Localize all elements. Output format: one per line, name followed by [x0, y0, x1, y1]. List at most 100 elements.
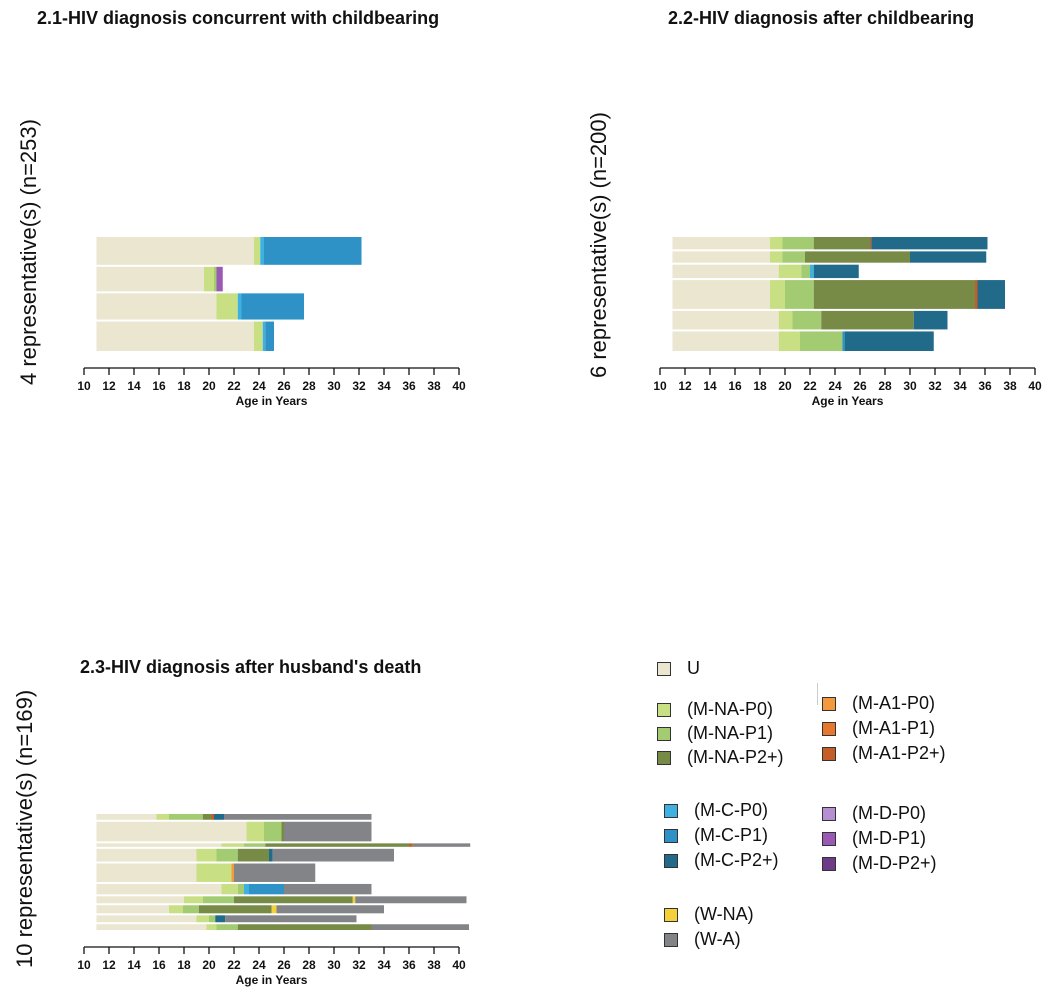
bar-segment-m-na-p0 [778, 264, 802, 279]
bar-segment-m-na-p2+ [821, 310, 914, 330]
bar-segment-m-na-p0 [254, 321, 263, 351]
bar-segment-w-a [284, 821, 372, 842]
x-tick-label: 40 [452, 958, 466, 972]
x-tick-label: 28 [302, 379, 316, 393]
bar-segment-m-c-p2+ [215, 915, 226, 923]
bar-segment-u [96, 821, 247, 842]
legend-item-m-a1-p1: (M-A1-P1) [822, 718, 935, 739]
legend-item-m-na-p1: (M-NA-P1) [657, 723, 773, 744]
bar-segment-m-na-p2+ [237, 924, 372, 930]
legend-label: (M-C-P0) [694, 800, 768, 820]
bar-segment-u [96, 883, 222, 895]
bar-segment-m-na-p0 [156, 814, 169, 820]
legend-item-m-c-p1: (M-C-P1) [664, 825, 768, 846]
bar-segment-m-c-p2+ [214, 814, 224, 820]
legend-item-m-c-p0: (M-C-P0) [664, 800, 768, 821]
x-axis: 10 12 14 16 18 20 22 24 26 28 30 32 34 36 38 40 Age in Y… [77, 367, 466, 408]
sequence-row [672, 280, 1005, 309]
bar-segment-u [96, 915, 197, 923]
bar-segment-m-a1-p2+ [975, 280, 978, 309]
bar-segment-m-na-p1 [209, 915, 216, 923]
x-tick-label: 16 [152, 958, 166, 972]
bar-segment-u [96, 905, 169, 914]
legend-label: (W-NA) [694, 904, 754, 924]
x-tick-label: 24 [828, 379, 842, 393]
bar-segment-m-c-p0 [260, 237, 264, 265]
x-tick-label: 36 [978, 379, 992, 393]
x-tick-label: 38 [1003, 379, 1017, 393]
bar-segment-m-na-p1 [792, 310, 822, 330]
bar-segment-m-c-p2+ [813, 264, 859, 279]
bar-segment-m-c-p2+ [910, 251, 987, 263]
bar-segment-m-na-p2+ [281, 821, 284, 842]
sequence-row [96, 293, 304, 320]
sequence-row [96, 237, 362, 265]
bar-segment-m-a1-p2+ [870, 237, 872, 250]
legend-item-w-na: (W-NA) [664, 904, 754, 925]
x-tick-label: 28 [302, 958, 316, 972]
x-tick-label: 22 [227, 379, 241, 393]
legend-swatch [657, 726, 671, 741]
x-tick-label: 10 [77, 958, 91, 972]
legend-swatch [664, 853, 678, 868]
x-tick-label: 16 [728, 379, 742, 393]
sequence-row [96, 843, 471, 847]
x-tick-label: 40 [1028, 379, 1042, 393]
sequence-row [672, 237, 988, 250]
legend-label: (M-A1-P0) [852, 693, 936, 713]
bar-segment-m-na-p2+ [202, 814, 212, 820]
bar-segment-u [672, 331, 779, 351]
bar-segment-w-a [412, 843, 471, 847]
bar-segment-m-c-p0 [810, 264, 814, 279]
bar-segment-u [96, 848, 197, 862]
bar-segment-m-c-p0 [262, 321, 266, 351]
x-tick-label: 26 [853, 379, 867, 393]
bar-segment-m-na-p2+ [813, 280, 975, 309]
sequence-row [96, 915, 357, 923]
bar-segment-u [96, 863, 197, 882]
bar-segment-m-d-p1 [216, 266, 223, 292]
bar-segment-m-na-p1 [169, 814, 203, 820]
x-tick-label: 30 [327, 958, 341, 972]
bar-segment-m-na-p1 [237, 883, 244, 895]
panel-1-title: 2.1-HIV diagnosis concurrent with childb… [37, 8, 440, 28]
x-tick-label: 22 [227, 958, 241, 972]
x-tick-label: 30 [327, 379, 341, 393]
legend-item-m-na-p2+: (M-NA-P2+) [657, 747, 784, 768]
sequence-row [672, 331, 934, 351]
panel-1: 10 12 14 16 18 20 22 24 26 28 30 32 34 36 38 40 Age in Y… [77, 237, 466, 408]
x-tick-label: 32 [352, 379, 366, 393]
bar-segment-m-na-p1 [801, 264, 810, 279]
bar-segment-u [96, 814, 157, 820]
x-tick-label: 38 [427, 379, 441, 393]
bar-segment-m-na-p1 [800, 331, 843, 351]
x-tick-label: 40 [452, 379, 466, 393]
x-axis: 10 12 14 16 18 20 22 24 26 28 30 32 34 36 38 40 Age in Y… [77, 946, 466, 987]
bar-segment-m-na-p0 [216, 293, 238, 320]
bar-segment-m-na-p1 [216, 924, 238, 930]
bar-segment-w-a [371, 924, 469, 930]
sequence-row [96, 924, 469, 930]
legend-swatch [664, 932, 678, 947]
sequence-row [96, 821, 372, 842]
bar-segment-m-c-p2+ [845, 331, 934, 351]
bar-segment-m-na-p0 [221, 883, 238, 895]
bar-segment-m-c-p1 [249, 883, 284, 895]
x-tick-label: 20 [778, 379, 792, 393]
bar-segment-m-na-p0 [196, 848, 217, 862]
legend-swatch [657, 702, 671, 717]
legend-label: (M-NA-P1) [687, 723, 773, 743]
legend-label: (M-C-P2+) [694, 850, 779, 870]
bar-segment-m-na-p0 [169, 905, 183, 914]
legend-divider [817, 683, 818, 705]
bar-segment-m-na-p0 [770, 280, 785, 309]
x-axis: 10 12 14 16 18 20 22 24 26 28 30 32 34 36 38 40 Age in Y… [653, 367, 1042, 408]
x-tick-label: 10 [77, 379, 91, 393]
panel-3-title: 2.3-HIV diagnosis after husband's death [80, 657, 422, 677]
panel-3: 10 12 14 16 18 20 22 24 26 28 30 32 34 36 38 40 Age in Y… [77, 814, 471, 987]
legend-item-m-a1-p2+: (M-A1-P2+) [822, 743, 946, 764]
bar-segment-m-c-p2+ [269, 848, 273, 862]
bar-segment-m-na-p0 [778, 310, 793, 330]
x-tick-label: 18 [753, 379, 767, 393]
legend-item-u: U [657, 658, 700, 679]
